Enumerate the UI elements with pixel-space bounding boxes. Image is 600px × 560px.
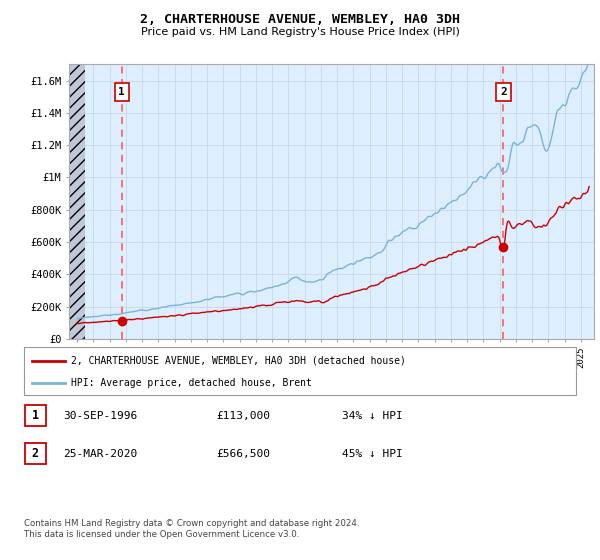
Text: Contains HM Land Registry data © Crown copyright and database right 2024.
This d: Contains HM Land Registry data © Crown c…: [24, 520, 359, 539]
Text: 1: 1: [32, 409, 39, 422]
Text: 2: 2: [32, 447, 39, 460]
Text: 45% ↓ HPI: 45% ↓ HPI: [342, 449, 403, 459]
Text: £566,500: £566,500: [216, 449, 270, 459]
Text: HPI: Average price, detached house, Brent: HPI: Average price, detached house, Bren…: [71, 378, 312, 388]
FancyBboxPatch shape: [25, 443, 46, 464]
Bar: [69, 64, 85, 339]
Text: 34% ↓ HPI: 34% ↓ HPI: [342, 410, 403, 421]
Text: Price paid vs. HM Land Registry's House Price Index (HPI): Price paid vs. HM Land Registry's House …: [140, 27, 460, 38]
FancyBboxPatch shape: [24, 347, 576, 395]
Text: £113,000: £113,000: [216, 410, 270, 421]
Text: 2: 2: [500, 87, 507, 97]
Text: 25-MAR-2020: 25-MAR-2020: [63, 449, 137, 459]
Text: 2, CHARTERHOUSE AVENUE, WEMBLEY, HA0 3DH (detached house): 2, CHARTERHOUSE AVENUE, WEMBLEY, HA0 3DH…: [71, 356, 406, 366]
FancyBboxPatch shape: [25, 405, 46, 426]
Text: 1: 1: [118, 87, 125, 97]
Text: 30-SEP-1996: 30-SEP-1996: [63, 410, 137, 421]
Text: 2, CHARTERHOUSE AVENUE, WEMBLEY, HA0 3DH: 2, CHARTERHOUSE AVENUE, WEMBLEY, HA0 3DH: [140, 13, 460, 26]
